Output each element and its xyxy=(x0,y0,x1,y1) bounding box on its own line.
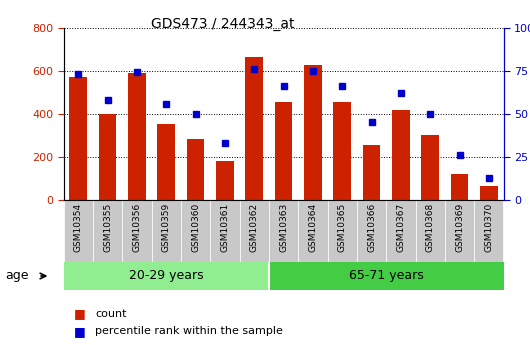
Text: GSM10362: GSM10362 xyxy=(250,203,259,252)
Text: GSM10369: GSM10369 xyxy=(455,203,464,253)
Bar xyxy=(275,102,293,200)
Bar xyxy=(64,200,93,262)
Bar xyxy=(216,161,234,200)
Bar xyxy=(416,200,445,262)
Bar xyxy=(69,77,87,200)
Text: age: age xyxy=(5,269,29,283)
Text: GSM10370: GSM10370 xyxy=(484,203,493,253)
Bar xyxy=(240,200,269,262)
Bar xyxy=(157,124,175,200)
Text: GSM10364: GSM10364 xyxy=(308,203,317,252)
Bar xyxy=(304,65,322,200)
Bar xyxy=(363,145,381,200)
Text: count: count xyxy=(95,309,127,319)
Bar xyxy=(357,200,386,262)
Bar xyxy=(480,186,498,200)
Bar xyxy=(128,73,146,200)
Bar xyxy=(245,57,263,200)
Text: GSM10363: GSM10363 xyxy=(279,203,288,253)
Bar xyxy=(474,200,504,262)
Text: ■: ■ xyxy=(74,325,86,338)
Text: GSM10355: GSM10355 xyxy=(103,203,112,253)
Bar xyxy=(421,136,439,200)
Text: GSM10360: GSM10360 xyxy=(191,203,200,253)
Text: GSM10361: GSM10361 xyxy=(220,203,229,253)
Bar xyxy=(181,200,210,262)
Text: GSM10367: GSM10367 xyxy=(396,203,405,253)
Bar xyxy=(152,200,181,262)
Bar xyxy=(298,200,328,262)
Text: GSM10368: GSM10368 xyxy=(426,203,435,253)
Text: GSM10354: GSM10354 xyxy=(74,203,83,252)
Bar xyxy=(445,200,474,262)
Bar xyxy=(328,200,357,262)
Bar xyxy=(392,110,410,200)
Bar xyxy=(93,200,122,262)
Text: 20-29 years: 20-29 years xyxy=(129,269,204,283)
Text: GSM10365: GSM10365 xyxy=(338,203,347,253)
Bar xyxy=(333,102,351,200)
Bar xyxy=(450,174,469,200)
Bar xyxy=(386,200,416,262)
Text: 65-71 years: 65-71 years xyxy=(349,269,423,283)
Bar xyxy=(269,200,298,262)
Bar xyxy=(99,114,117,200)
Text: GSM10356: GSM10356 xyxy=(132,203,142,253)
Text: GSM10359: GSM10359 xyxy=(162,203,171,253)
Bar xyxy=(269,262,503,290)
Text: GSM10366: GSM10366 xyxy=(367,203,376,253)
Bar xyxy=(122,200,152,262)
Bar xyxy=(210,200,240,262)
Text: percentile rank within the sample: percentile rank within the sample xyxy=(95,326,283,336)
Bar xyxy=(64,262,269,290)
Bar xyxy=(187,139,205,200)
Text: ■: ■ xyxy=(74,307,86,321)
Text: GDS473 / 244343_at: GDS473 / 244343_at xyxy=(151,17,294,31)
